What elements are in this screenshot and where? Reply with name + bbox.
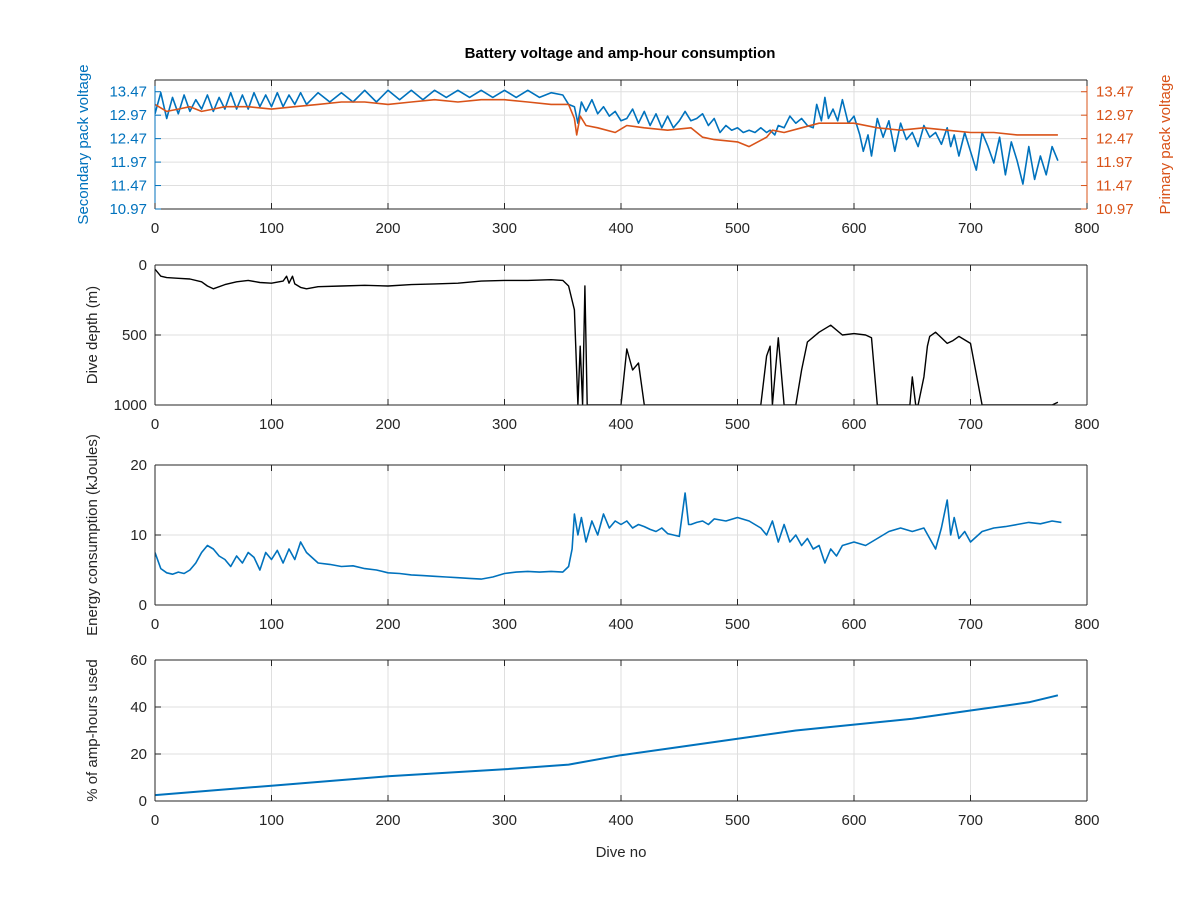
y-tick-label: 40 bbox=[130, 699, 147, 716]
y-tick-label: 10.97 bbox=[109, 201, 147, 218]
y-right-tick-label: 12.97 bbox=[1096, 107, 1134, 124]
x-tick-label: 300 bbox=[492, 220, 517, 237]
y-tick-label: 12.97 bbox=[109, 107, 147, 124]
y-axis-label: Secondary pack voltage bbox=[75, 64, 92, 224]
y-tick-label: 60 bbox=[130, 652, 147, 669]
y-right-tick-label: 10.97 bbox=[1096, 201, 1134, 218]
x-tick-label: 500 bbox=[725, 616, 750, 633]
figure-title: Battery voltage and amp-hour consumption bbox=[465, 45, 776, 62]
y-tick-label: 10 bbox=[130, 527, 147, 544]
x-tick-label: 800 bbox=[1074, 616, 1099, 633]
x-tick-label: 200 bbox=[375, 220, 400, 237]
x-tick-label: 400 bbox=[608, 416, 633, 433]
x-tick-label: 700 bbox=[958, 616, 983, 633]
y-tick-label: 20 bbox=[130, 457, 147, 474]
subplot-2: 0 100 200 300 400 500 600 700 800 0 500 1000 Dive de… bbox=[84, 257, 1100, 433]
grid-lines bbox=[154, 80, 1088, 210]
x-tick-label: 100 bbox=[259, 812, 284, 829]
y-axis-label: Energy consumption (kJoules) bbox=[84, 434, 101, 636]
x-tick-label: 700 bbox=[958, 416, 983, 433]
x-tick-label: 700 bbox=[958, 812, 983, 829]
y-tick-label: 0 bbox=[139, 793, 147, 810]
series-line-3-1 bbox=[155, 492, 1062, 580]
x-tick-label: 0 bbox=[151, 416, 159, 433]
y-right-tick-label: 13.47 bbox=[1096, 84, 1134, 101]
y-axis-label: % of amp-hours used bbox=[84, 659, 101, 802]
x-tick-label: 800 bbox=[1074, 416, 1099, 433]
y-tick-label: 0 bbox=[139, 597, 147, 614]
x-tick-label: 200 bbox=[375, 416, 400, 433]
series-line-4-1 bbox=[155, 694, 1059, 797]
y-axis-label-right: Primary pack voltage bbox=[1157, 74, 1174, 214]
x-tick-label: 800 bbox=[1074, 220, 1099, 237]
x-tick-label: 400 bbox=[608, 220, 633, 237]
x-tick-label: 600 bbox=[841, 812, 866, 829]
y-tick-label: 11.47 bbox=[111, 178, 147, 195]
x-tick-label: 300 bbox=[492, 416, 517, 433]
subplot-stack: 0 100 200 300 400 500 600 700 80010.9711.4711.97… bbox=[75, 64, 1174, 861]
y-right-tick-label: 12.47 bbox=[1096, 131, 1134, 148]
x-tick-label: 500 bbox=[725, 416, 750, 433]
y-tick-label: 11.97 bbox=[111, 154, 147, 171]
x-tick-label: 300 bbox=[492, 812, 517, 829]
x-tick-label: 200 bbox=[375, 616, 400, 633]
x-axis-label: Dive no bbox=[596, 844, 647, 861]
x-tick-label: 500 bbox=[725, 220, 750, 237]
series-line-primary-pack-voltage bbox=[155, 98, 1058, 148]
x-tick-label: 400 bbox=[608, 812, 633, 829]
series-line-secondary-pack-voltage bbox=[155, 89, 1059, 185]
subplot-1: 0 100 200 300 400 500 600 700 800 10.97 11.47 11.97… bbox=[75, 64, 1174, 237]
y-right-tick-label: 11.97 bbox=[1096, 154, 1132, 171]
x-tick-label: 200 bbox=[375, 812, 400, 829]
y-tick-label: 20 bbox=[130, 746, 147, 763]
y-tick-label: 12.47 bbox=[109, 131, 147, 148]
x-tick-label: 800 bbox=[1074, 812, 1099, 829]
y-axis-label: Dive depth (m) bbox=[84, 286, 101, 384]
x-tick-label: 100 bbox=[259, 616, 284, 633]
subplot-4: 0 100 200 300 400 500 600 700 800 0 20 40 60 % of amp… bbox=[84, 652, 1100, 861]
y-tick-label: 1000 bbox=[114, 397, 147, 414]
x-tick-label: 500 bbox=[725, 812, 750, 829]
y-tick-label: 500 bbox=[122, 327, 147, 344]
x-tick-label: 600 bbox=[841, 616, 866, 633]
x-tick-label: 600 bbox=[841, 220, 866, 237]
x-tick-label: 700 bbox=[958, 220, 983, 237]
x-tick-label: 400 bbox=[608, 616, 633, 633]
x-tick-label: 300 bbox=[492, 616, 517, 633]
x-tick-label: 600 bbox=[841, 416, 866, 433]
series-line-2-1 bbox=[155, 268, 1059, 405]
y-right-tick-label: 11.47 bbox=[1096, 178, 1132, 195]
x-tick-label: 100 bbox=[259, 416, 284, 433]
y-tick-label: 0 bbox=[139, 257, 147, 274]
x-tick-label: 0 bbox=[151, 220, 159, 237]
x-tick-label: 0 bbox=[151, 812, 159, 829]
x-tick-label: 0 bbox=[151, 616, 159, 633]
y-tick-label: 13.47 bbox=[109, 84, 147, 101]
subplot-3: 0 100 200 300 400 500 600 700 800 0 10 20 Energy con… bbox=[84, 434, 1100, 636]
x-tick-label: 100 bbox=[259, 220, 284, 237]
